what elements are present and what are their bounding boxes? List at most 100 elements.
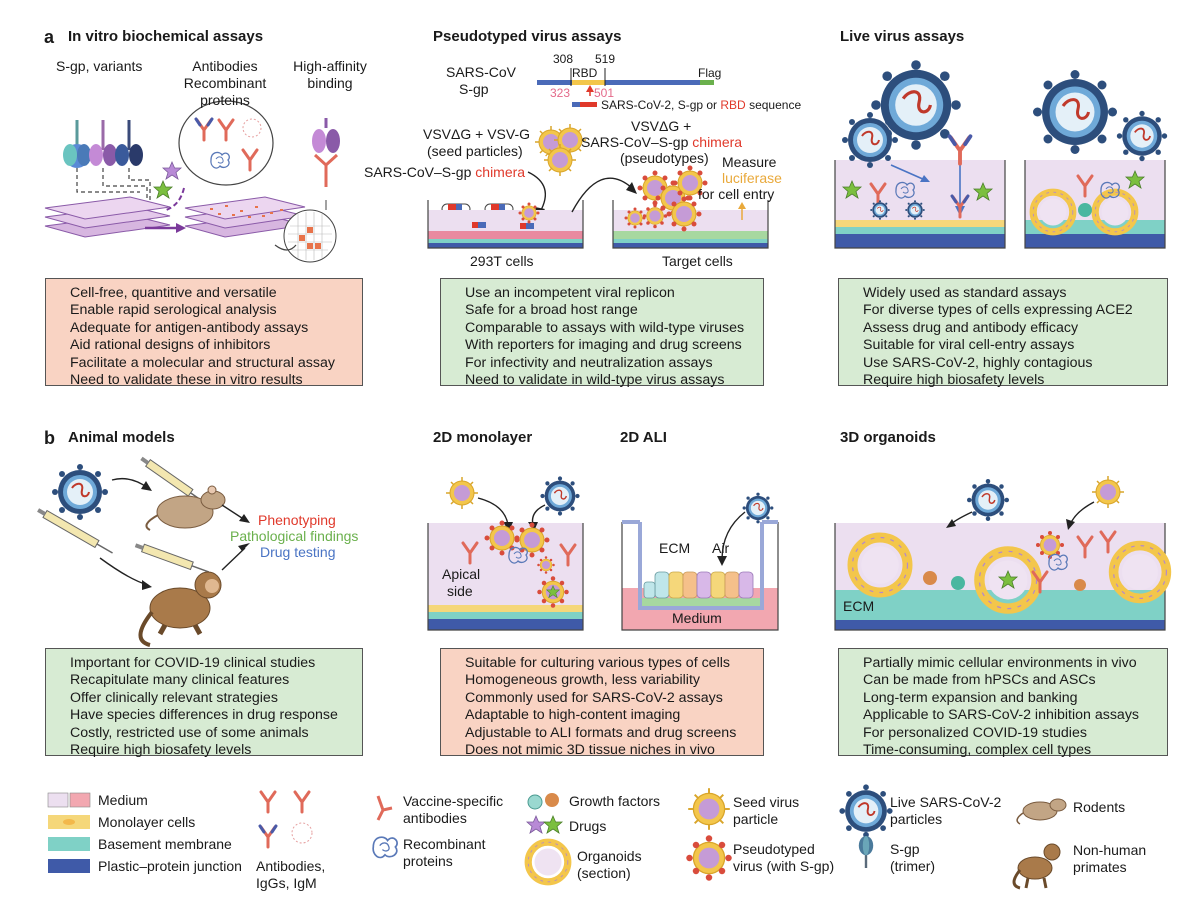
legend-sgp: S-gp (trimer)	[890, 841, 936, 874]
pseudotypes-label: (pseudotypes)	[620, 150, 709, 166]
organoid-bullet: Can be made from hPSCs and ASCs	[863, 672, 1096, 689]
organoid-box: Partially mimic cellular environments in…	[838, 648, 1168, 759]
sgp-variant-purple	[89, 120, 117, 166]
primate-figure	[138, 571, 222, 647]
ali-air-label: Air	[712, 540, 730, 556]
live-bullet: Assess drug and antibody efficacy	[863, 319, 1079, 336]
ali-illustration	[621, 492, 779, 631]
animal-illustration	[37, 456, 250, 647]
live-bullet: Suitable for viral cell-entry assays	[863, 337, 1075, 354]
n519-label: 519	[595, 52, 616, 66]
mono-bullet: Adjustable to ALI formats and drug scree…	[465, 724, 737, 741]
mono-bullet: Suitable for culturing various types of …	[465, 655, 730, 671]
sgp-variant-teal	[63, 120, 91, 168]
seed-particles-label: (seed particles)	[427, 143, 523, 159]
organoid-title: 3D organoids	[840, 429, 936, 446]
live-bullet: Use SARS-CoV-2, highly contagious	[863, 354, 1093, 371]
legend-pseudo: Pseudotyped virus (with S-gp)	[733, 841, 835, 874]
legend-plastic: Plastic–protein junction	[98, 858, 242, 874]
293t-label: 293T cells	[470, 253, 534, 269]
plate-stack-right	[184, 196, 306, 238]
biochem-bullet: Adequate for antigen-antibody assays	[70, 319, 309, 336]
rodent-figure	[145, 485, 226, 531]
plate-stack-left	[44, 196, 171, 238]
animal-bullet: Recapitulate many clinical features	[70, 672, 290, 689]
biochem-bullet: Cell-free, quantitive and versatile	[70, 285, 277, 301]
animal-bullet: Require high biosafety levels	[70, 742, 252, 759]
organoid-bullet: Partially mimic cellular environments in…	[863, 655, 1137, 671]
legend-basement: Basement membrane	[98, 836, 232, 852]
mono-bullet: Commonly used for SARS-CoV-2 assays	[465, 689, 723, 706]
n308-label: 308	[553, 52, 574, 66]
ali-medium-label: Medium	[672, 610, 722, 626]
monolayer-illustration	[427, 475, 584, 631]
live-box: Widely used as standard assays For diver…	[838, 278, 1168, 389]
sgp-variant-navy	[115, 120, 143, 166]
live-bullet: Widely used as standard assays	[863, 285, 1067, 301]
sgp-variants-label: S-gp, variants	[56, 58, 143, 74]
vsv-plus-label: VSVΔG +	[631, 118, 692, 134]
pseudo-bullet: Comparable to assays with wild-type viru…	[465, 319, 745, 336]
n323-label: 323	[550, 86, 571, 100]
luciferase-label: luciferase	[722, 170, 782, 186]
pathological-label: Pathological findings	[230, 528, 359, 544]
mono-bullet: Homogeneous growth, less variability	[465, 672, 700, 689]
flag-label: Flag	[698, 66, 722, 80]
organoid-bullet: Applicable to SARS-CoV-2 inhibition assa…	[863, 707, 1140, 724]
legend-drugs: Drugs	[569, 818, 607, 834]
live-bullet: For diverse types of cells expressing AC…	[863, 302, 1133, 319]
chimera-label-left: SARS-CoV–S-gp chimera	[364, 164, 526, 180]
ali-ecm-label: ECM	[659, 540, 691, 556]
legend-nhp: Non-human primates	[1073, 842, 1147, 875]
legend-medium: Medium	[98, 792, 148, 808]
high-affinity-label: High-affinity binding	[293, 58, 367, 91]
sequence-label: SARS-CoV-2, S-gp or RBD sequence	[601, 98, 802, 112]
mono-title: 2D monolayer	[433, 429, 533, 446]
measure-label: Measure	[722, 154, 777, 170]
organoid-bullet: Time-consuming, complex cell types	[863, 742, 1092, 759]
antibodies-label: Antibodies Recombinant proteins	[183, 58, 267, 108]
mono-bullet: Does not mimic 3D tissue niches in vivo	[465, 742, 715, 759]
vsv-vsvg-label: VSVΔG + VSV-G	[423, 126, 531, 142]
legend-primate	[1012, 843, 1061, 890]
panel-b-letter: b	[44, 428, 55, 448]
n501-label: 501	[594, 86, 615, 100]
legend-antibodies: Antibodies, IgGs, IgM	[256, 858, 326, 891]
pseudo-bullet: Need to validate in wild-type virus assa…	[465, 372, 725, 389]
legend-seed: Seed virus particle	[733, 794, 800, 827]
chimera-label-right: SARS-CoV–S-gp chimera	[581, 134, 743, 150]
animal-bullet: Offer clinically relevant strategies	[70, 689, 278, 706]
biochem-illustration	[44, 100, 340, 263]
pseudo-illustration	[427, 68, 769, 249]
legend-swatches	[47, 783, 1067, 890]
ali-title: 2D ALI	[620, 429, 667, 446]
live-illustration	[834, 58, 1169, 249]
biochem-title: In vitro biochemical assays	[68, 28, 264, 45]
live-bullet: Require high biosafety levels	[863, 372, 1045, 389]
legend-live: Live SARS-CoV-2 particles	[890, 794, 1002, 827]
sars-cov-label: SARS-CoV	[446, 64, 517, 80]
pseudo-bullet: With reporters for imaging and drug scre…	[465, 337, 742, 354]
pseudo-bullet: Safe for a broad host range	[465, 302, 638, 319]
animal-bullet: Have species differences in drug respons…	[70, 707, 338, 724]
live-title: Live virus assays	[840, 28, 965, 45]
legend-monolayer: Monolayer cells	[98, 814, 196, 830]
pseudo-box: Use an incompetent viral replicon Safe f…	[440, 278, 764, 389]
legend-rodent	[1016, 798, 1067, 825]
pseudo-bullet: Use an incompetent viral replicon	[465, 285, 675, 301]
rbd-label: RBD	[572, 66, 598, 80]
mono-bullet: Adaptable to high-content imaging	[465, 707, 681, 724]
animal-bullet: Important for COVID-19 clinical studies	[70, 655, 316, 671]
legend-organoids: Organoids (section)	[577, 848, 642, 881]
mono-box: Suitable for culturing various types of …	[440, 648, 764, 759]
organoid-bullet: Long-term expansion and banking	[863, 689, 1078, 706]
pseudo-bullet: For infectivity and neutralization assay…	[465, 354, 713, 371]
panel-a-letter: a	[44, 27, 55, 47]
biochem-bullet: Need to validate these in vitro results	[70, 372, 303, 389]
legend-rodents: Rodents	[1073, 799, 1126, 815]
animal-bullet: Costly, restricted use of some animals	[70, 724, 309, 741]
target-cells-label: Target cells	[662, 253, 733, 269]
pseudo-title: Pseudotyped virus assays	[433, 28, 622, 45]
animal-title: Animal models	[68, 429, 175, 446]
